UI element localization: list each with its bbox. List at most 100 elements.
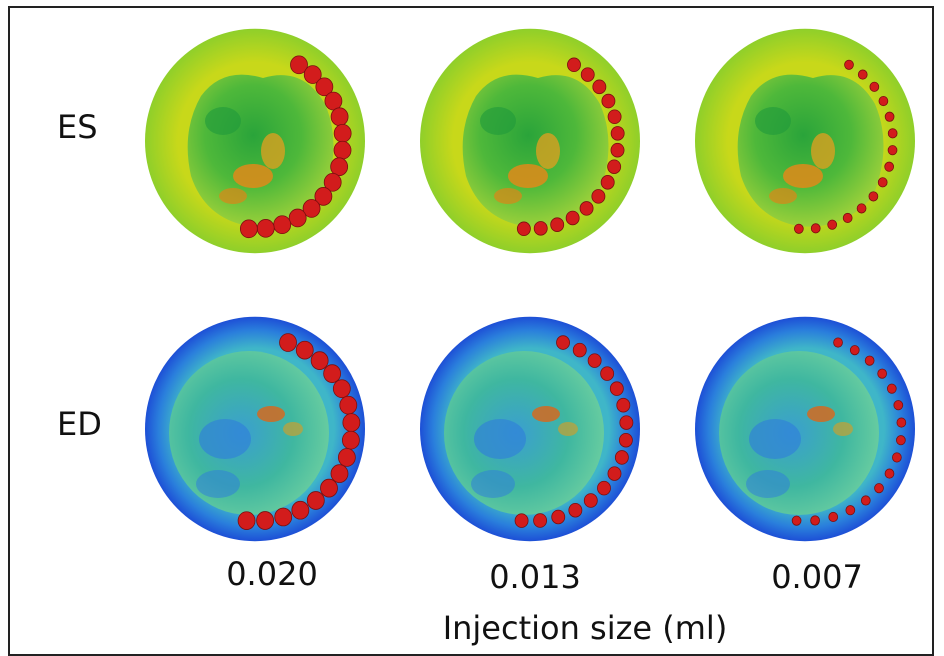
injection-bead: [869, 81, 880, 92]
heart-es-injection-0007: [695, 28, 915, 254]
injection-bead: [833, 337, 843, 348]
injection-bead: [239, 219, 258, 239]
injection-bead: [877, 177, 888, 188]
injection-bead: [610, 126, 625, 141]
injection-bead: [810, 223, 821, 234]
injection-bead: [886, 383, 897, 394]
x-axis-label: Injection size (ml): [442, 609, 728, 647]
heart-es-injection-0013: [420, 28, 640, 254]
injection-bead: [572, 342, 587, 358]
column-label-0007: 0.007: [771, 558, 863, 596]
injection-bead: [849, 345, 860, 356]
injection-bead: [333, 124, 352, 143]
injection-bead: [616, 397, 631, 413]
injection-bead: [845, 505, 856, 516]
injection-bead: [591, 189, 606, 204]
injection-bead: [884, 468, 895, 479]
injection-bead: [256, 511, 274, 530]
injection-bead: [583, 493, 598, 508]
injection-bead: [320, 478, 338, 498]
injection-bead: [896, 417, 907, 428]
injection-bead: [884, 161, 894, 172]
injection-bead: [332, 379, 351, 398]
injection-bead: [302, 199, 321, 218]
injection-bead: [556, 335, 570, 350]
row-label-es: ES: [57, 108, 98, 146]
injection-bead: [565, 210, 580, 226]
injection-bead: [533, 513, 548, 528]
injection-bead: [339, 395, 358, 415]
injection-bead: [860, 495, 871, 506]
injection-bead: [828, 511, 839, 523]
injection-bead: [600, 175, 615, 190]
injection-bead: [874, 483, 884, 494]
injection-bead: [844, 59, 854, 70]
injection-bead: [600, 366, 615, 381]
injection-bead: [857, 69, 868, 80]
injection-bead: [306, 491, 325, 510]
injection-bead: [295, 340, 314, 360]
injection-bead: [342, 413, 361, 432]
heart-ed-injection-0020: [145, 316, 365, 542]
injection-bead: [877, 368, 887, 379]
injection-bead: [868, 191, 879, 202]
heart-ed-injection-0007: [695, 316, 915, 542]
injection-bead: [794, 223, 804, 234]
injection-bead: [878, 95, 889, 107]
injection-bead: [341, 430, 360, 450]
column-label-0013: 0.013: [489, 558, 581, 596]
injection-bead: [619, 415, 634, 430]
injection-bead: [550, 217, 565, 232]
injection-bead: [330, 464, 349, 483]
injection-bead: [516, 221, 531, 237]
injection-bead: [607, 159, 622, 174]
injection-bead: [610, 142, 625, 158]
injection-bead: [791, 515, 802, 526]
injection-bead: [887, 128, 898, 139]
injection-bead: [310, 351, 329, 370]
injection-bead: [237, 511, 256, 530]
injection-bead: [551, 509, 566, 525]
injection-bead: [893, 400, 904, 411]
figure-frame: ES ED 0.020 0.013 0.007 Injection size (…: [8, 6, 934, 656]
injection-bead: [618, 432, 633, 448]
injection-bead: [864, 355, 875, 366]
injection-bead: [579, 201, 594, 216]
injection-bead: [323, 364, 342, 383]
injection-bead: [587, 353, 602, 368]
injection-bead: [303, 65, 322, 84]
injection-bead: [592, 79, 607, 95]
injection-bead: [333, 140, 352, 160]
injection-bead: [601, 93, 616, 109]
injection-bead: [607, 109, 622, 125]
injection-bead: [330, 107, 349, 127]
heart-es-injection-0020: [145, 28, 365, 254]
injection-bead: [842, 212, 853, 224]
injection-bead: [274, 507, 293, 527]
row-label-ed: ED: [57, 405, 102, 443]
injection-bead: [533, 221, 548, 236]
column-label-0020: 0.020: [226, 555, 318, 593]
injection-bead: [887, 145, 898, 156]
injection-bead: [288, 208, 307, 228]
injection-bead: [514, 513, 529, 528]
injection-bead: [337, 448, 356, 467]
injection-bead: [607, 466, 622, 481]
injection-bead: [856, 203, 867, 214]
injection-bead: [580, 67, 595, 82]
injection-bead: [810, 515, 820, 526]
injection-bead: [614, 450, 629, 465]
injection-bead: [330, 157, 349, 177]
injection-bead: [597, 480, 611, 496]
injection-bead: [323, 172, 342, 192]
injection-bead: [290, 55, 308, 75]
injection-bead: [324, 91, 343, 111]
injection-bead: [567, 57, 581, 73]
injection-bead: [568, 502, 583, 518]
injection-bead: [609, 381, 624, 396]
injection-bead: [892, 452, 902, 463]
injection-bead: [273, 215, 292, 235]
injection-bead: [314, 187, 333, 206]
injection-bead: [896, 435, 906, 446]
injection-bead: [315, 77, 334, 97]
